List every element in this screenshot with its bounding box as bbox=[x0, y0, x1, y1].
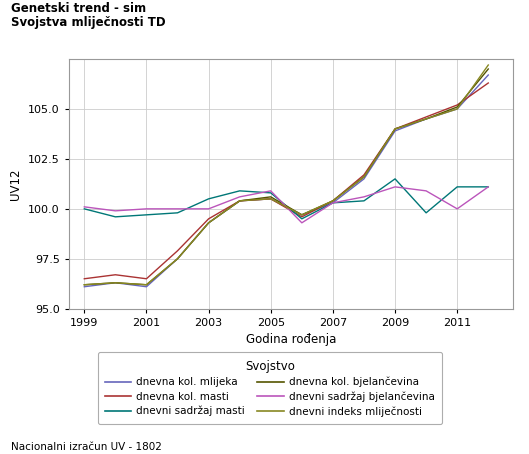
Text: Genetski trend - sim: Genetski trend - sim bbox=[11, 2, 145, 15]
Text: Svojstva mliječnosti TD: Svojstva mliječnosti TD bbox=[11, 16, 165, 29]
X-axis label: Godina rođenja: Godina rođenja bbox=[246, 333, 336, 346]
Legend: dnevna kol. mlijeka, dnevna kol. masti, dnevni sadržaj masti, dnevna kol. bjelan: dnevna kol. mlijeka, dnevna kol. masti, … bbox=[98, 352, 442, 424]
Text: Nacionalni izračun UV - 1802: Nacionalni izračun UV - 1802 bbox=[11, 442, 161, 452]
Y-axis label: UV12: UV12 bbox=[10, 168, 22, 200]
